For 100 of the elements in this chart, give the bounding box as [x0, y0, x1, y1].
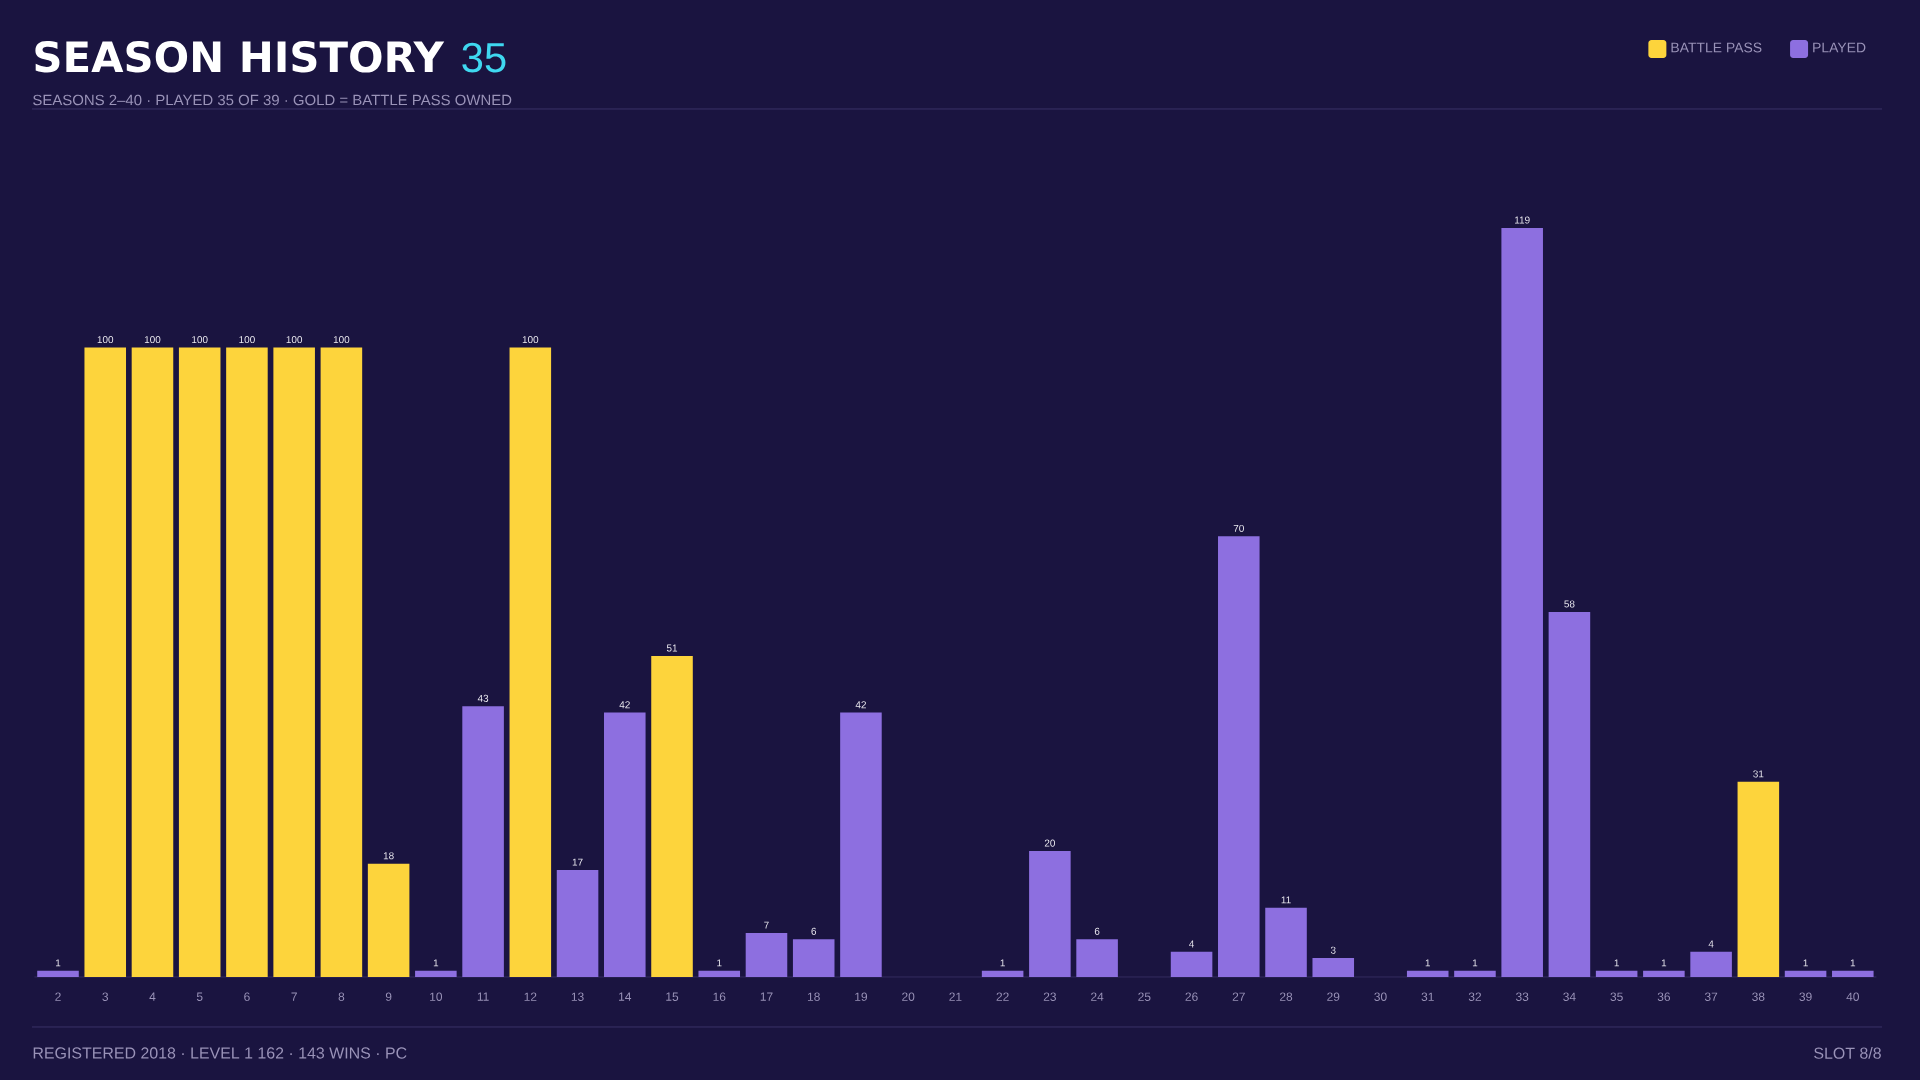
x-tick-label: 37 [1704, 992, 1718, 1001]
data-label: 70 [1233, 524, 1244, 532]
data-label: 100 [97, 336, 114, 344]
data-label: 1 [1000, 959, 1005, 967]
bar [1832, 970, 1874, 977]
data-label: 1 [1850, 959, 1856, 967]
bar [1737, 781, 1780, 977]
data-label: 51 [666, 644, 678, 652]
bar [604, 712, 646, 977]
data-label: 20 [1044, 839, 1056, 847]
bar [651, 655, 693, 977]
bar [1690, 951, 1732, 977]
data-label: 1 [1472, 959, 1478, 967]
bar [509, 347, 552, 977]
bar [1170, 951, 1213, 977]
data-label: 100 [522, 336, 539, 344]
data-label: 1 [717, 959, 722, 967]
x-tick-label: 22 [996, 992, 1009, 1001]
text: SLOT 8/8 [1814, 1047, 1881, 1059]
bar [415, 970, 457, 977]
bar [1406, 970, 1449, 977]
x-tick-label: 40 [1846, 992, 1859, 1001]
x-tick-label: 2 [55, 992, 61, 1001]
x-tick-label: 28 [1279, 992, 1293, 1001]
bar [1454, 970, 1496, 977]
x-tick-label: 12 [524, 992, 537, 1001]
data-label: 11 [1281, 896, 1291, 904]
data-label: 3 [1330, 946, 1336, 954]
bar [1312, 958, 1355, 977]
x-tick-label: 14 [619, 992, 632, 1001]
data-label: 6 [811, 927, 817, 935]
text: 35 [462, 42, 506, 73]
x-tick-label: 9 [385, 992, 392, 1001]
x-tick-label: 21 [949, 992, 962, 1001]
bar [1643, 970, 1685, 977]
bar [745, 932, 788, 977]
legend-label: BATTLE PASS [1671, 42, 1762, 53]
data-label: 18 [383, 852, 394, 860]
bar [320, 347, 363, 977]
data-label: 31 [1753, 770, 1764, 778]
x-tick-label: 38 [1752, 992, 1765, 1001]
x-tick-label: 15 [666, 992, 679, 1001]
x-tick-label: 30 [1374, 992, 1387, 1001]
x-tick-label: 10 [430, 992, 443, 1001]
x-tick-label: 32 [1468, 992, 1482, 1001]
legend-label: PLAYED [1813, 42, 1866, 53]
x-tick-label: 13 [571, 992, 584, 1001]
x-tick-label: 18 [807, 992, 820, 1001]
data-label: 4 [1708, 940, 1714, 948]
data-label: 6 [1094, 927, 1100, 935]
x-tick-label: 19 [855, 992, 868, 1001]
bar [37, 970, 79, 977]
chart-subtitle: SEASONS 2–40 · PLAYED 35 OF 39 · GOLD = BATTLE PASS OWNED [33, 94, 512, 106]
x-tick-label: 7 [291, 992, 297, 1001]
data-label: 42 [855, 701, 866, 709]
bar [981, 970, 1024, 977]
x-tick-label: 35 [1610, 992, 1623, 1001]
x-tick-label: 11 [477, 992, 489, 1001]
bar [792, 939, 835, 977]
data-label: 1 [55, 959, 61, 967]
bar [698, 970, 741, 977]
bar [1784, 970, 1827, 977]
data-label: 7 [764, 921, 769, 929]
x-tick-label: 5 [196, 992, 203, 1001]
bar [1218, 536, 1260, 977]
data-label: 119 [1514, 216, 1530, 224]
chart-title: SEASON HISTORY [35, 40, 445, 73]
bar [1029, 851, 1071, 977]
data-label: 1 [1661, 959, 1667, 967]
data-label: 58 [1564, 600, 1575, 608]
bar [1265, 907, 1307, 977]
x-tick-label: 23 [1043, 992, 1056, 1001]
x-tick-label: 16 [713, 992, 726, 1001]
bar [556, 869, 599, 977]
data-label: 1 [1614, 959, 1619, 967]
bar [131, 347, 174, 977]
x-tick-label: 8 [338, 992, 345, 1001]
bar [462, 706, 504, 977]
x-tick-label: 6 [244, 992, 250, 1001]
data-label: 1 [1803, 959, 1808, 967]
data-label: 100 [192, 336, 208, 344]
data-label: 43 [477, 694, 489, 702]
x-tick-label: 20 [902, 992, 915, 1001]
bar [367, 863, 410, 977]
data-label: 1 [433, 959, 439, 967]
bar [226, 347, 268, 977]
bar [1548, 611, 1591, 977]
bar [273, 347, 315, 977]
x-tick-label: 4 [149, 992, 156, 1001]
data-label: 100 [239, 336, 255, 344]
x-tick-label: 34 [1563, 992, 1576, 1001]
x-tick-label: 26 [1185, 992, 1198, 1001]
data-label: 4 [1189, 940, 1195, 948]
bar [1595, 970, 1638, 977]
x-tick-label: 36 [1657, 992, 1670, 1001]
data-label: 100 [333, 336, 350, 344]
data-label: 100 [286, 336, 303, 344]
x-tick-label: 29 [1327, 992, 1340, 1001]
x-tick-label: 27 [1232, 992, 1245, 1001]
bar [1076, 939, 1118, 977]
